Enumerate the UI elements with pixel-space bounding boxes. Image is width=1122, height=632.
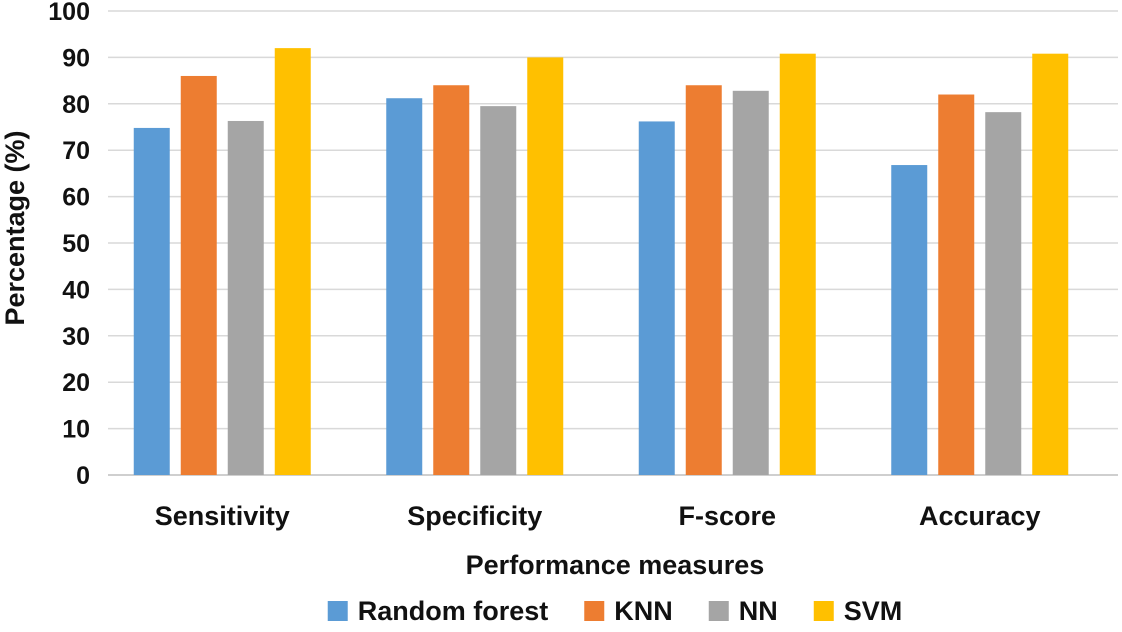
y-tick-label: 30 [62,323,90,351]
y-tick-label: 70 [62,137,90,165]
y-axis-title: Percentage (%) [0,130,30,325]
bar-nn-specificity [480,106,517,476]
bar-knn-sensitivity [180,75,217,476]
x-category-label: Specificity [407,501,542,531]
bar-nn-sensitivity [227,120,264,475]
y-tick-label: 80 [62,91,90,119]
bar-knn-f-score [685,85,722,476]
x-category-label: Accuracy [919,501,1041,531]
y-tick-label: 10 [62,416,90,444]
y-tick-label: 20 [62,369,90,397]
y-tick-label: 0 [76,462,90,490]
bar-svm-specificity [527,57,564,476]
bar-random-forest-f-score [638,121,675,475]
y-tick-label: 90 [62,44,90,72]
bar-random-forest-sensitivity [133,127,170,475]
bar-random-forest-specificity [386,98,423,476]
bar-svm-accuracy [1032,53,1069,476]
legend: Random forest KNN NN SVM [327,596,903,626]
x-axis-categories: Sensitivity Specificity F-score Accuracy [155,501,1041,531]
x-axis-title: Performance measures [466,550,765,580]
legend-swatch [813,601,834,621]
x-category-label: F-score [678,501,776,531]
y-tick-label: 60 [62,184,90,212]
legend-label: KNN [614,596,673,626]
y-tick-label: 50 [62,230,90,258]
bar-svm-sensitivity [274,48,311,476]
bar-nn-f-score [732,90,769,476]
legend-swatch [584,601,605,621]
x-category-label: Sensitivity [155,501,290,531]
bar-svm-f-score [779,53,816,476]
y-tick-label: 100 [48,0,90,26]
y-tick-label: 40 [62,276,90,304]
legend-label: SVM [844,596,903,626]
bar-nn-accuracy [985,112,1022,475]
bar-knn-specificity [433,85,470,476]
legend-label: Random forest [358,596,549,626]
y-axis-ticks: 0 10 20 30 40 50 60 70 80 90 100 [48,0,90,490]
bar-random-forest-accuracy [891,165,928,475]
legend-swatch [708,601,729,621]
bar-knn-accuracy [938,94,975,476]
legend-swatch [327,601,348,621]
legend-label: NN [739,596,778,626]
bars [133,48,1069,476]
